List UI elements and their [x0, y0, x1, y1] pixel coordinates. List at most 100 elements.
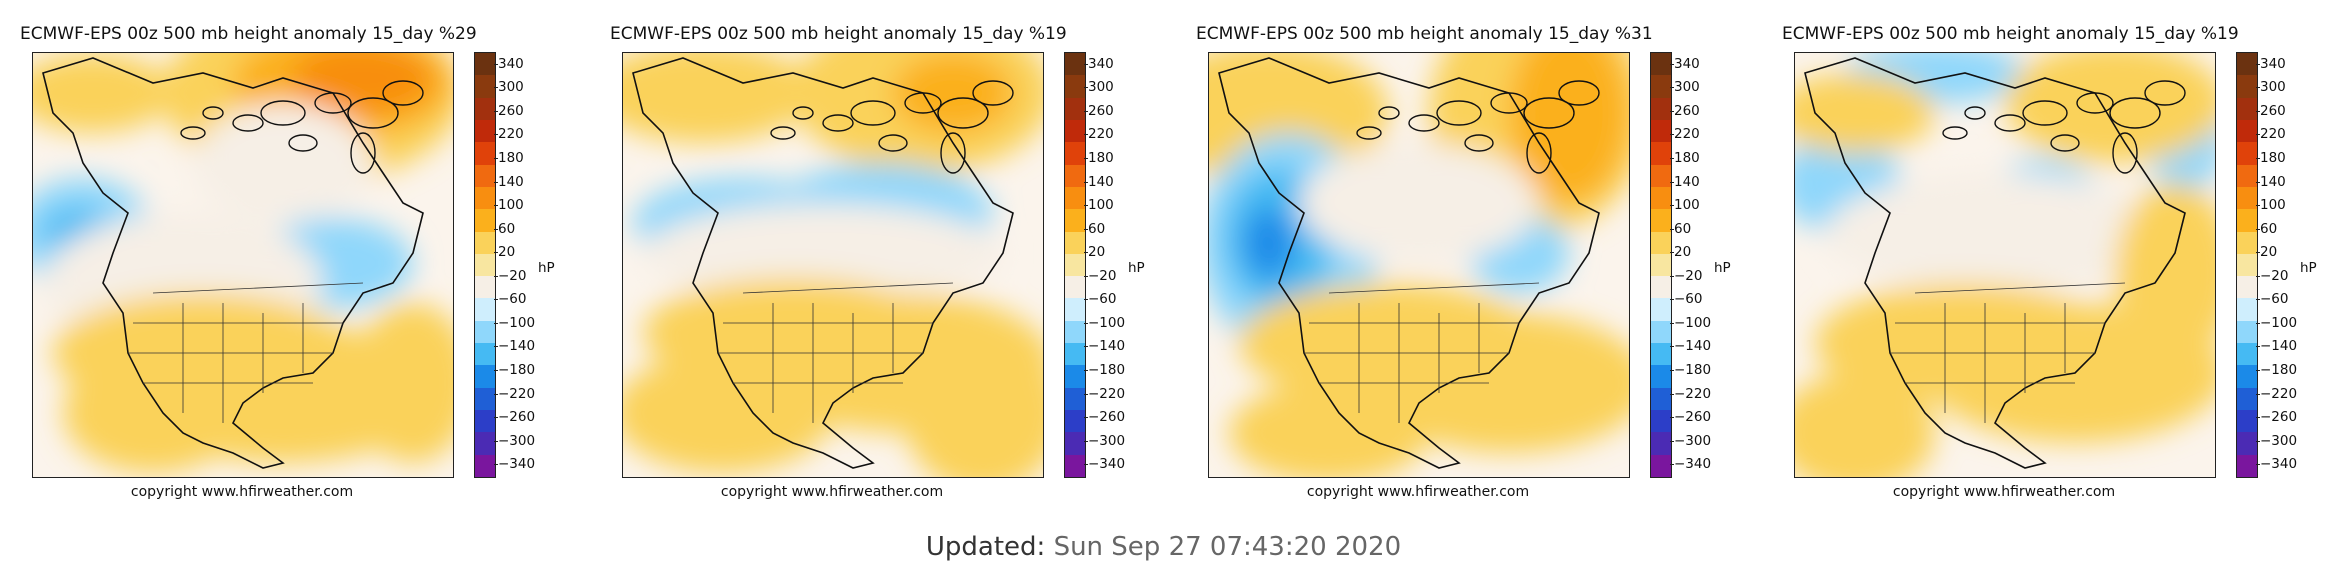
anomaly-panel-2: ECMWF-EPS 00z 500 mb height anomaly 15_d…	[590, 18, 1150, 508]
colorbar-segment	[1065, 298, 1085, 321]
colorbar-tick-label: 300	[1084, 79, 1114, 96]
anomaly-contour	[1244, 208, 1294, 278]
arctic-island	[347, 97, 399, 129]
colorbar-segment	[475, 231, 495, 254]
colorbar-segment	[475, 320, 495, 344]
colorbar-tick-label: −20	[1084, 267, 1117, 284]
arctic-island	[2144, 80, 2186, 106]
colorbar-tick-label: −340	[2255, 456, 2298, 473]
colorbar-segment	[2237, 164, 2257, 187]
colorbar-tick-label: −60	[494, 291, 527, 308]
anomaly-panel-1: ECMWF-EPS 00z 500 mb height anomaly 15_d…	[0, 18, 560, 508]
colorbar-segment	[1651, 53, 1671, 76]
colorbar-tick-label: −100	[1083, 314, 1126, 331]
colorbar-segment	[1651, 454, 1671, 477]
colorbar-tick-label: 260	[2256, 102, 2286, 119]
arctic-island	[1526, 132, 1552, 174]
colorbar-segment	[1065, 387, 1085, 410]
colorbar-segment	[475, 142, 495, 165]
arctic-island	[2109, 97, 2161, 129]
colorbar-tick-label: −260	[2255, 409, 2298, 426]
anomaly-contour	[1299, 143, 1539, 263]
map-svg	[1795, 53, 2215, 477]
colorbar-tick-label: 60	[1083, 220, 1106, 237]
coastline	[1804, 57, 2186, 469]
colorbar-segment	[475, 298, 495, 321]
colorbar-tick-label: 60	[2255, 220, 2278, 237]
colorbar-segment	[2237, 432, 2257, 455]
colorbar-tick-label: 180	[2256, 150, 2286, 166]
colorbar-segment	[1065, 186, 1085, 210]
colorbar-segment	[475, 454, 495, 477]
colorbar-tick-label: −20	[2256, 267, 2289, 284]
arctic-island	[792, 106, 814, 120]
copyright-text: copyright www.hfirweather.com	[1306, 484, 1530, 500]
colorbar-segment	[1651, 320, 1671, 344]
colorbar-tick-label: −180	[2255, 362, 2298, 378]
colorbar-segment	[2237, 97, 2257, 120]
colorbar-segment	[1065, 209, 1085, 232]
arctic-island	[1408, 114, 1440, 132]
colorbar-tick-label: −300	[493, 432, 536, 449]
colorbar-tick-label: −220	[1083, 385, 1126, 402]
colorbar-tick-label: 60	[493, 220, 516, 237]
colorbar-tick-label: −180	[1669, 362, 1712, 378]
colorbar-tick-label: −100	[1669, 314, 1712, 331]
arctic-island	[232, 114, 264, 132]
colorbar-segment	[475, 253, 495, 277]
arctic-island	[878, 134, 908, 152]
state-border	[1328, 282, 1540, 294]
map-svg	[33, 53, 453, 473]
colorbar-tick-label: −100	[2255, 314, 2298, 331]
arctic-island	[1964, 106, 1986, 120]
colorbar-segment	[2237, 276, 2257, 299]
colorbar-segment	[1065, 320, 1085, 344]
colorbar	[1650, 52, 1672, 478]
colorbar-tick-label: −260	[1669, 409, 1712, 426]
colorbar-segment	[475, 119, 495, 143]
anomaly-map	[1794, 52, 2216, 478]
colorbar-segment	[1651, 164, 1671, 187]
colorbar-segment	[1065, 231, 1085, 254]
anomaly-field	[1795, 53, 2215, 477]
colorbar-segment	[475, 209, 495, 232]
anomaly-contour	[193, 103, 373, 223]
copyright-text: copyright www.hfirweather.com	[1892, 484, 2116, 500]
panel-title: ECMWF-EPS 00z 500 mb height anomaly 15_d…	[20, 24, 477, 44]
colorbar-segment	[1065, 142, 1085, 165]
colorbar-tick-label: 300	[1670, 79, 1700, 96]
colorbar-tick-label: −20	[494, 267, 527, 284]
colorbar-segment	[1651, 387, 1671, 410]
colorbar-tick-label: 100	[1084, 197, 1114, 214]
colorbar-tick-label: −60	[1084, 291, 1117, 308]
colorbar-segment	[1651, 410, 1671, 433]
coastline	[1218, 57, 1600, 469]
colorbar-segment	[475, 75, 495, 98]
colorbar-segment	[1065, 119, 1085, 143]
colorbar-tick-label: −140	[1669, 338, 1712, 355]
colorbar-segment	[1651, 119, 1671, 143]
colorbar-segment	[2237, 231, 2257, 254]
arctic-island	[1994, 114, 2026, 132]
colorbar-tick-label: 180	[1084, 150, 1114, 166]
colorbar-segment	[2237, 454, 2257, 477]
arctic-island	[288, 134, 318, 152]
arctic-island	[972, 80, 1014, 106]
arctic-island	[260, 100, 306, 126]
colorbar-segment	[1651, 253, 1671, 277]
colorbar-segment	[1651, 209, 1671, 232]
anomaly-contour	[293, 53, 433, 113]
colorbar-tick-label: 340	[494, 55, 524, 72]
colorbar-segment	[475, 387, 495, 410]
colorbar-segment	[1065, 365, 1085, 388]
colorbar-tick-label: −340	[1083, 456, 1126, 473]
colorbar-tick-label: 260	[1670, 102, 1700, 119]
colorbar-segment	[475, 276, 495, 299]
colorbar-tick-label: 340	[2256, 55, 2286, 72]
colorbar-segment	[1651, 231, 1671, 254]
colorbar-tick-label: −260	[493, 409, 536, 426]
colorbar-tick-label: −220	[2255, 385, 2298, 402]
arctic-island	[314, 92, 352, 114]
colorbar-tick-label: 20	[493, 244, 516, 261]
anomaly-contour	[893, 53, 1013, 133]
